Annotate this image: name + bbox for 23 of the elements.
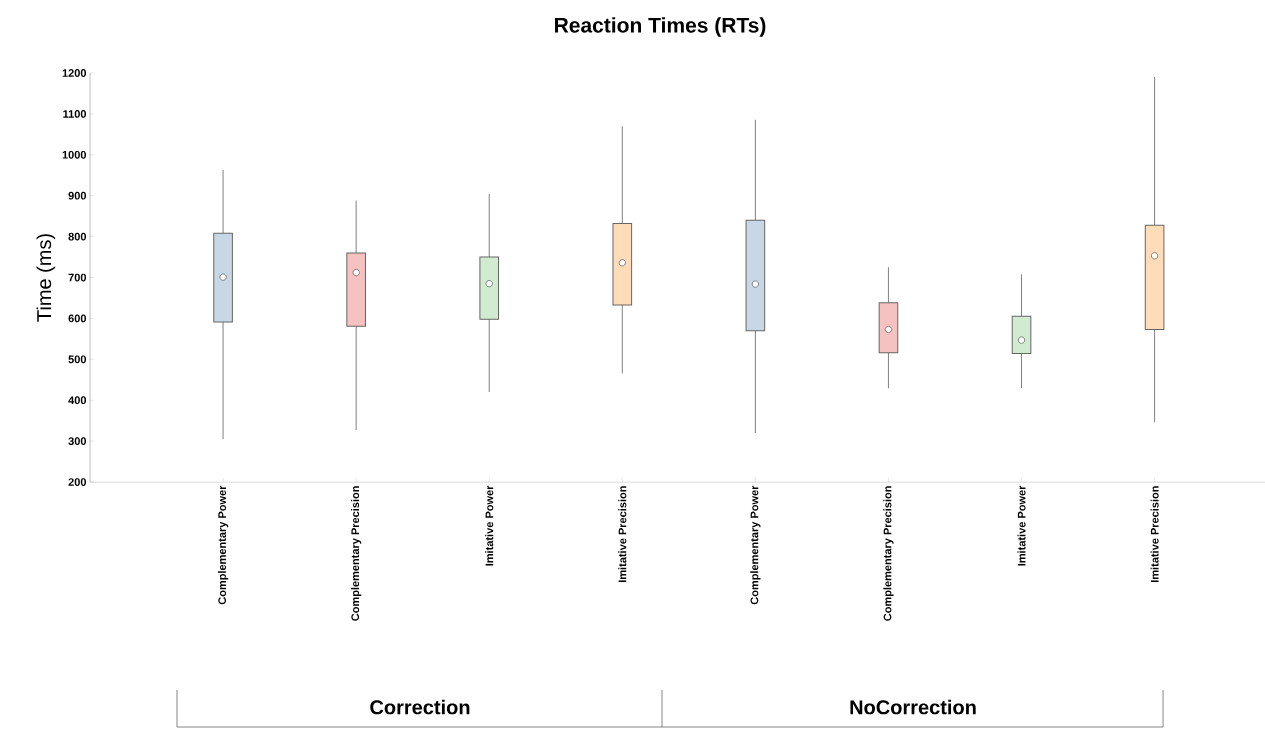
y-tick-label: 900: [68, 191, 87, 200]
y-tick-label: 1000: [62, 150, 87, 159]
y-tick-label: 500: [68, 355, 87, 364]
x-tick-label: Imitative Power: [1017, 485, 1026, 566]
y-tick-label: 300: [68, 437, 87, 446]
y-tick-label: 200: [68, 478, 87, 486]
chart-title: Reaction Times (RTs): [555, 17, 766, 37]
y-tick-label: 800: [68, 232, 87, 241]
y-tick-label: 400: [68, 396, 87, 405]
text: Correction: [370, 699, 470, 715]
x-tick-label: Complementary Power: [217, 485, 229, 605]
text: NoCorrection: [850, 699, 976, 715]
y-tick-label: 1100: [63, 110, 87, 118]
x-tick-label: Complementary Precision: [883, 486, 894, 621]
x-tick-label: Imitative Power: [485, 485, 494, 566]
x-tick-label: Imitative Precision: [618, 486, 627, 583]
y-tick-label: 1200: [62, 69, 87, 77]
y-tick-label: 600: [68, 314, 87, 323]
x-tick-label: Complementary Precision: [351, 486, 362, 621]
y-tick-label: 700: [68, 273, 87, 282]
y-axis-title: Time (ms): [36, 234, 56, 322]
x-tick-label: Imitative Precision: [1150, 486, 1159, 583]
x-tick-label: Complementary Power: [750, 485, 761, 605]
